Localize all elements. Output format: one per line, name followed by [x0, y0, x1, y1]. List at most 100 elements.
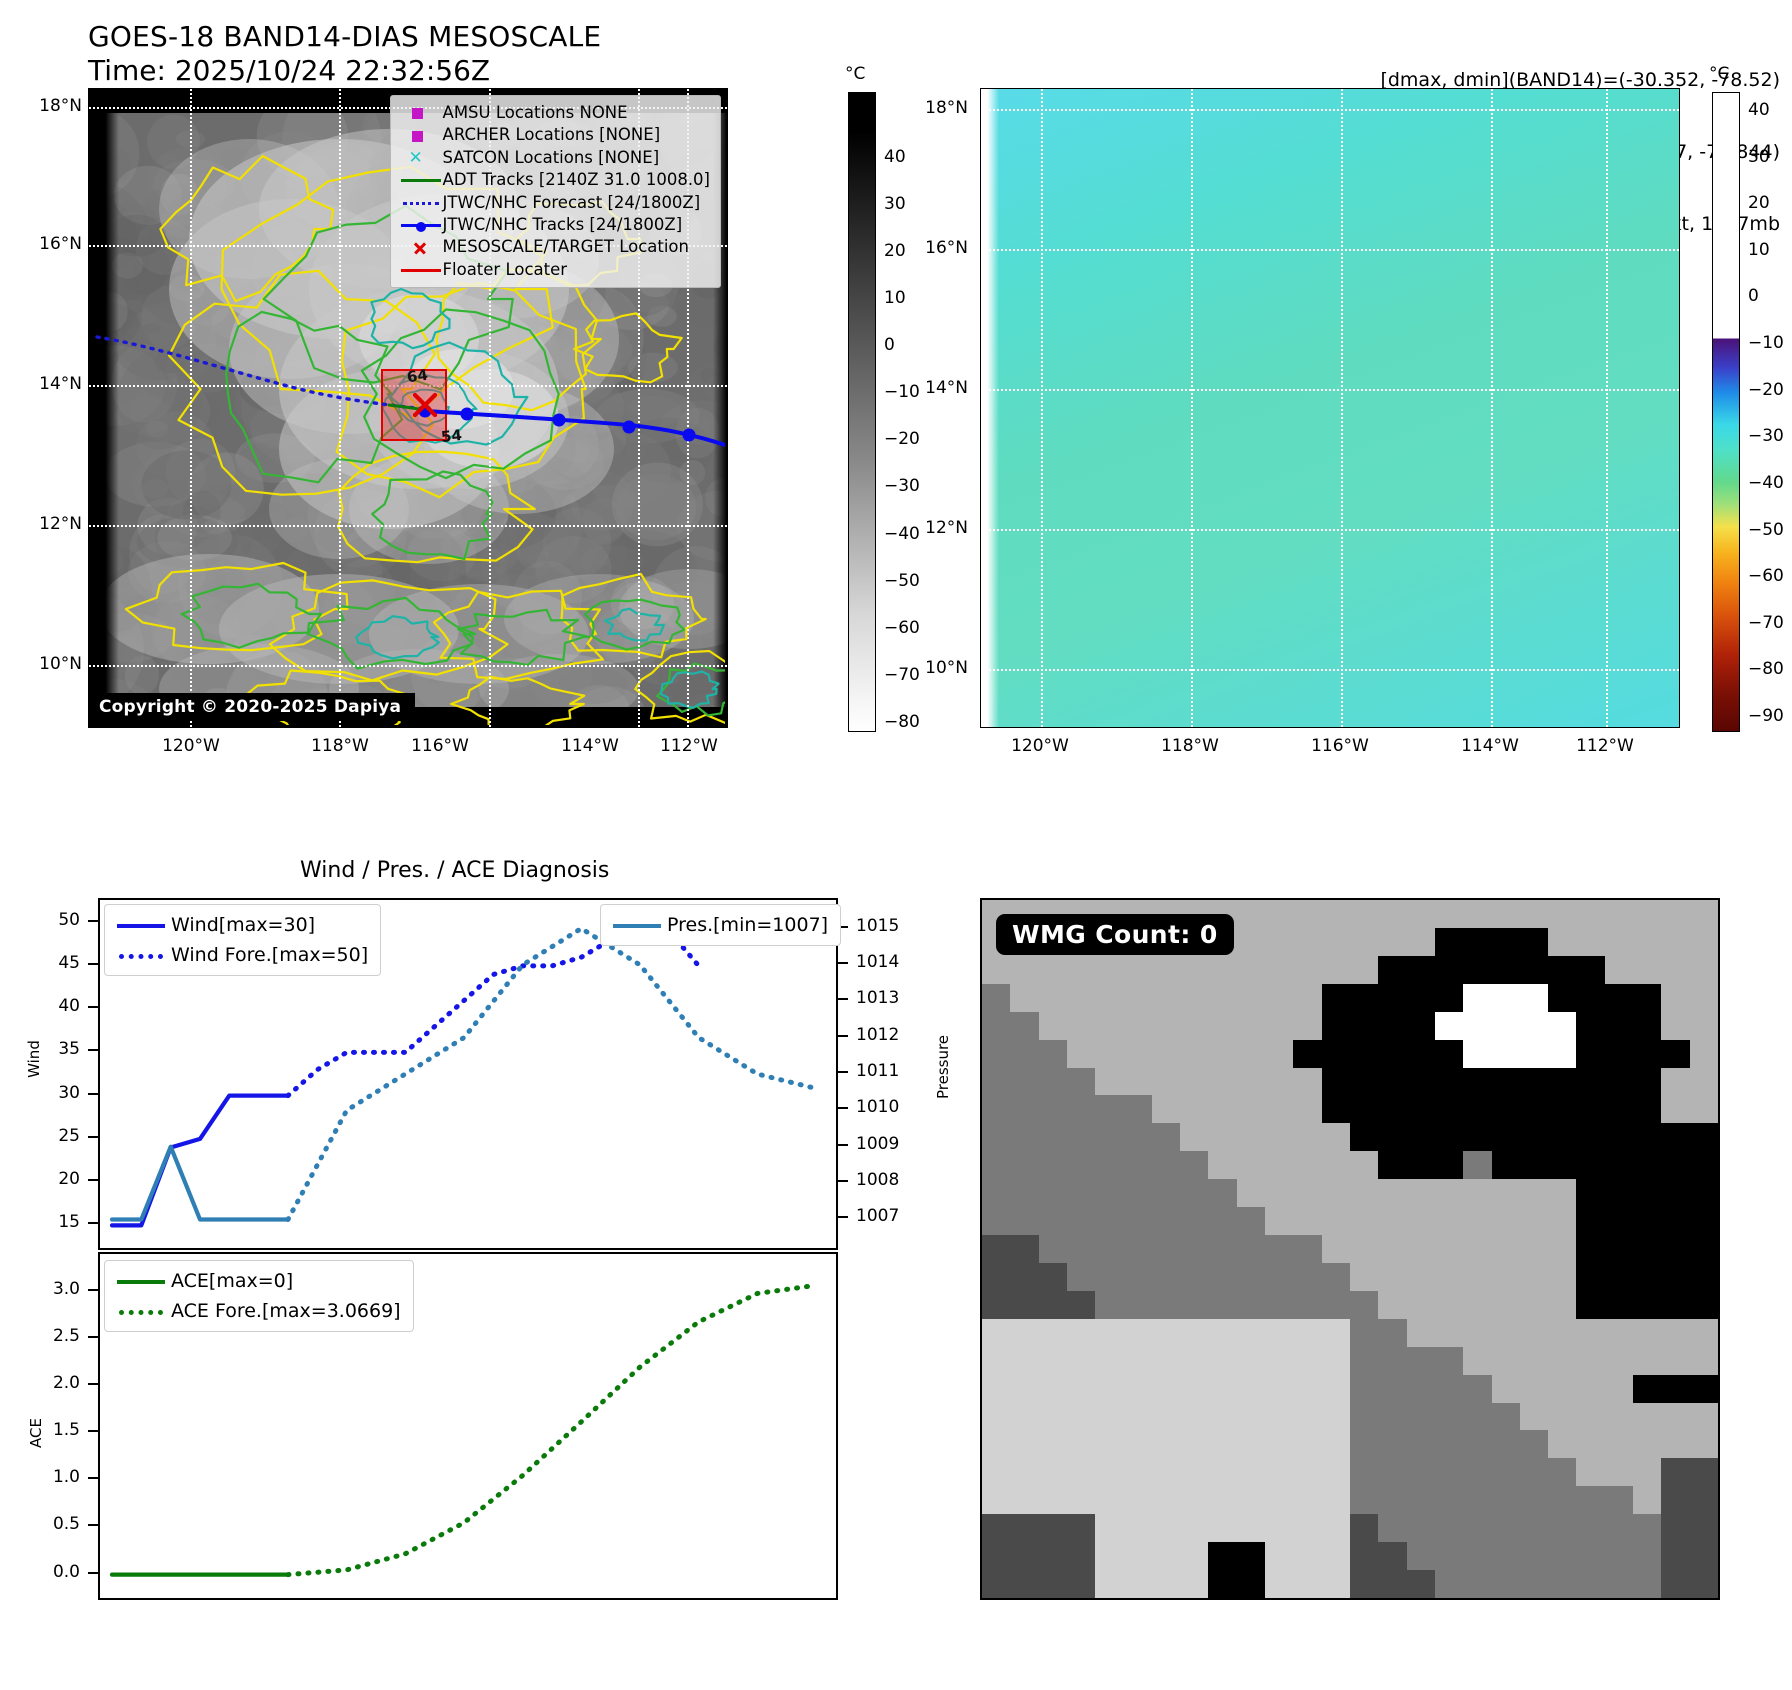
wmg-cell — [1491, 1318, 1521, 1348]
wmg-cell — [1661, 1458, 1691, 1487]
awv-satellite-panel[interactable] — [980, 88, 1680, 728]
wmg-cell — [1519, 1402, 1549, 1432]
wmg-cell — [1604, 1067, 1634, 1097]
wmg-cell — [1378, 1346, 1408, 1376]
ace-tick-mark — [88, 1382, 98, 1385]
wind-legend-label: Wind[max=30] — [171, 914, 316, 936]
wmg-cell — [1689, 1570, 1718, 1598]
wmg-cell — [1406, 1346, 1436, 1376]
wmg-cell — [1463, 1486, 1493, 1515]
wmg-cell — [1491, 983, 1521, 1013]
wmg-cell — [1434, 1151, 1464, 1180]
wmg-cell — [1010, 1458, 1040, 1487]
ir-colorbar-tick: −20 — [884, 429, 920, 450]
wmg-cell — [1010, 1011, 1040, 1041]
gridline-lon-2 — [489, 89, 491, 727]
wmg-cell — [1463, 1179, 1493, 1208]
wmg-cell — [982, 1290, 1011, 1320]
wmg-cell — [1293, 1179, 1323, 1208]
wmg-cell — [1689, 1346, 1718, 1376]
wind-tick: 40 — [58, 996, 80, 1017]
wmg-cell — [1321, 1318, 1351, 1348]
wmg-cell — [1576, 1151, 1606, 1180]
gridline-lon-4 — [687, 89, 689, 727]
wmg-cell — [1265, 1123, 1294, 1152]
wmg-cell — [1463, 1095, 1493, 1124]
wmg-cell — [1548, 1235, 1578, 1264]
wmg-cell — [1236, 1486, 1266, 1515]
wmg-cell — [1689, 1235, 1718, 1264]
wmg-cell — [1293, 1039, 1323, 1069]
wmg-cell — [1350, 1402, 1379, 1432]
wmg-cell — [1208, 1570, 1238, 1598]
wmg-cell — [1689, 1207, 1718, 1236]
awv-gridline-lat-1 — [981, 249, 1679, 251]
wmg-cell — [1265, 1318, 1294, 1348]
wmg-cell — [1123, 1262, 1153, 1292]
wmg-cell — [1378, 955, 1408, 985]
pressure-axis-label: Pressure — [934, 1034, 952, 1100]
wmg-cell — [1265, 1207, 1294, 1236]
wmg-cell — [1434, 1486, 1464, 1515]
wmg-cell — [1321, 1262, 1351, 1292]
ir-legend-label: ADT Tracks [2140Z 31.0 1008.0] — [442, 170, 710, 190]
wmg-cell — [1661, 955, 1691, 985]
wmg-cell — [1350, 1318, 1379, 1348]
wmg-cell — [1350, 1514, 1379, 1543]
wmg-cell — [1321, 1486, 1351, 1515]
wmg-cell — [1038, 1011, 1068, 1041]
wmg-cell — [1548, 1207, 1578, 1236]
wmg-cell — [1434, 1290, 1464, 1320]
wmg-cell — [1548, 1458, 1578, 1487]
wmg-cell — [1066, 1123, 1096, 1152]
wmg-cell — [1661, 1095, 1691, 1124]
wind-tick: 25 — [58, 1125, 80, 1146]
ir-lat-tick: 10°N — [39, 654, 82, 674]
wmg-cell — [1038, 1430, 1068, 1459]
wmg-cell — [1604, 1039, 1634, 1069]
ir-colorbar-tick: −60 — [884, 617, 920, 638]
wmg-cell — [1208, 1542, 1238, 1571]
wmg-cell — [1661, 1374, 1691, 1404]
wmg-cell — [1604, 900, 1634, 929]
wmg-cell — [1548, 1011, 1578, 1041]
wmg-cell — [1208, 1235, 1238, 1264]
stats-band14: [dmax, dmin](BAND14)=(-30.352, -78.52) — [1380, 69, 1780, 91]
wmg-cell — [1293, 1207, 1323, 1236]
ace-tick: 0.5 — [52, 1514, 80, 1535]
wmg-cell — [1633, 1458, 1662, 1487]
ir-satellite-panel[interactable]: 64 54 AMSU Locations NONE ARCHER Locations… — [88, 88, 728, 728]
wmg-cell — [1265, 1235, 1294, 1264]
wmg-cell — [1378, 1179, 1408, 1208]
wmg-cell — [1265, 1290, 1294, 1320]
wmg-cell — [1010, 1095, 1040, 1124]
wmg-panel[interactable]: WMG Count: 0 — [980, 898, 1720, 1600]
ir-legend-key-6 — [399, 237, 443, 259]
wmg-cell — [982, 1514, 1011, 1543]
wmg-cell — [1548, 1262, 1578, 1292]
awv-lat-tick: 12°N — [925, 518, 968, 538]
wmg-cell — [1265, 955, 1294, 985]
wmg-cell — [1350, 1123, 1379, 1152]
wind-legend-row: Wind Fore.[max=50] — [113, 940, 368, 970]
wmg-cell — [1321, 1011, 1351, 1041]
ir-lon-tick: 114°W — [561, 736, 619, 756]
wmg-cell — [1265, 1095, 1294, 1124]
wmg-cell — [1576, 1011, 1606, 1041]
wmg-cell — [1491, 1262, 1521, 1292]
wmg-cell — [1463, 1039, 1493, 1069]
wmg-cell — [1463, 900, 1493, 929]
wmg-cell — [1151, 1095, 1181, 1124]
wmg-cell — [982, 1486, 1011, 1515]
wmg-cell — [1010, 1151, 1040, 1180]
wmg-cell — [1095, 1262, 1125, 1292]
wmg-cell — [1095, 1542, 1125, 1571]
wmg-cell — [1151, 1318, 1181, 1348]
wmg-cell — [1406, 1262, 1436, 1292]
wmg-cell — [1491, 1207, 1521, 1236]
ace-tick-mark — [88, 1477, 98, 1480]
wmg-cell — [1236, 1430, 1266, 1459]
diagnosis-title: Wind / Pres. / ACE Diagnosis — [300, 858, 610, 883]
wmg-cell — [1491, 1095, 1521, 1124]
wmg-cell — [1350, 1179, 1379, 1208]
